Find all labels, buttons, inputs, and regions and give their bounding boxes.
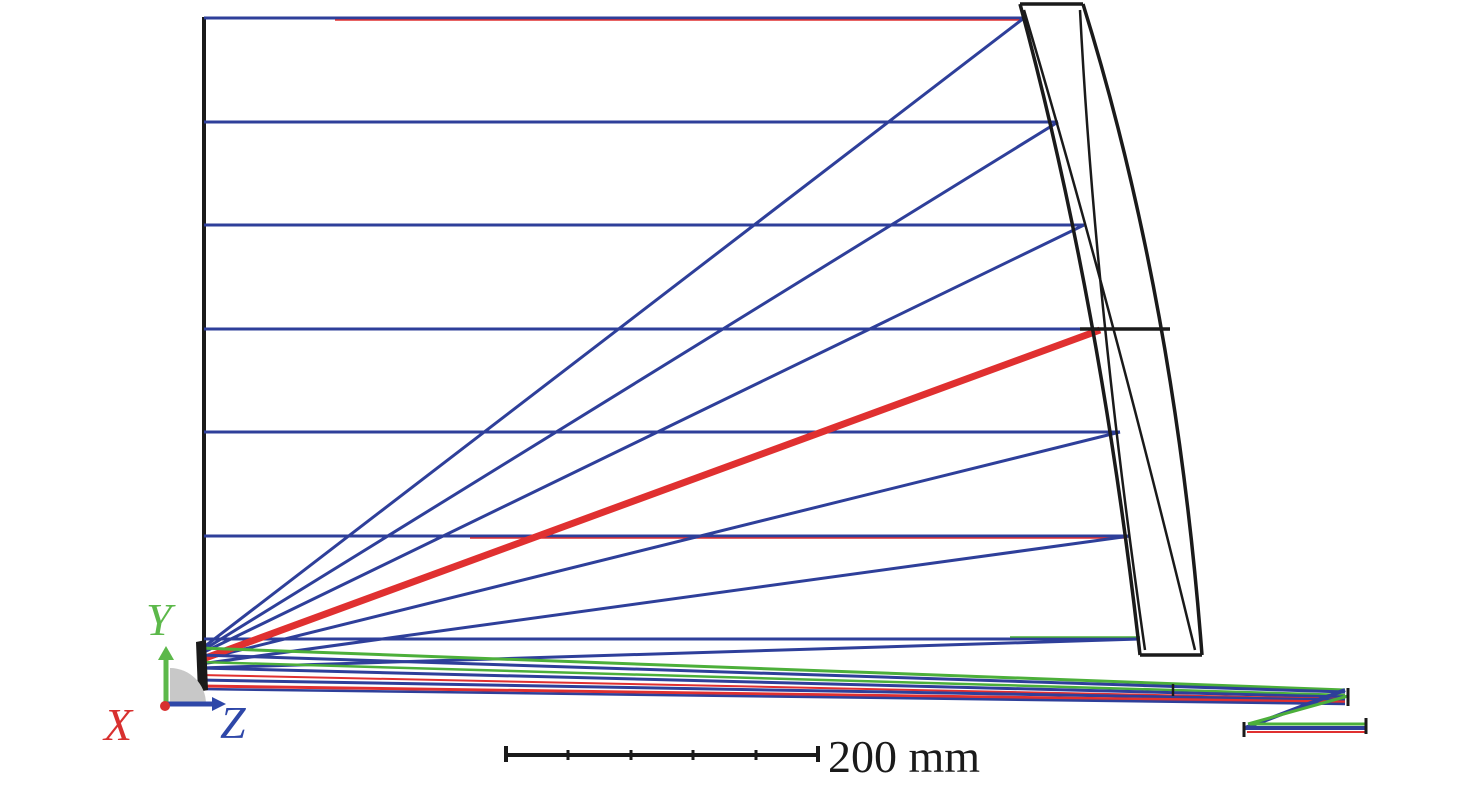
reflected-ray-6 <box>199 534 1131 666</box>
reflected-ray-7 <box>199 637 1141 670</box>
scale-bar <box>504 746 820 762</box>
x-axis-dot <box>160 701 170 711</box>
z-axis-label: Z <box>220 697 246 748</box>
fan-ray-green-2 <box>199 660 1346 697</box>
focal-element <box>196 640 208 692</box>
lens-front-surface <box>1018 3 1142 656</box>
lens-inner-diagonal-1 <box>1022 9 1197 651</box>
coordinate-triad: Y X Z <box>102 594 246 750</box>
fan-ray-blue-4 <box>199 687 1346 706</box>
fan-ray-blue-3 <box>199 678 1346 702</box>
y-axis-label: Y <box>146 594 176 645</box>
reflected-ray-5 <box>199 430 1121 662</box>
reflected-rays <box>199 16 1141 670</box>
fold-ray-green <box>1247 694 1349 726</box>
fan-ray-green-1 <box>199 646 1346 692</box>
z-axis-arrowhead <box>212 697 226 711</box>
reflected-ray-chief <box>198 326 1102 664</box>
y-axis-arrowhead <box>158 646 174 660</box>
fan-ray-blue-1 <box>199 653 1346 694</box>
incoming-rays <box>204 16 1140 641</box>
lens-inner-diagonal-2 <box>1078 9 1147 651</box>
lens-rear-surface <box>1081 3 1204 656</box>
return-ray-fan <box>199 646 1368 737</box>
x-axis-label: X <box>102 699 134 750</box>
triad-arc <box>170 668 206 704</box>
reflected-ray-2 <box>199 120 1059 654</box>
scale-bar-label: 200 mm <box>828 731 980 782</box>
reflected-ray-3 <box>199 223 1085 656</box>
primary-lens <box>1018 2 1204 657</box>
fan-ray-blue-2 <box>199 666 1346 699</box>
fan-ray-red-2 <box>199 684 1346 704</box>
reflected-ray-1 <box>199 16 1025 652</box>
fan-ray-red-1 <box>199 674 1346 700</box>
